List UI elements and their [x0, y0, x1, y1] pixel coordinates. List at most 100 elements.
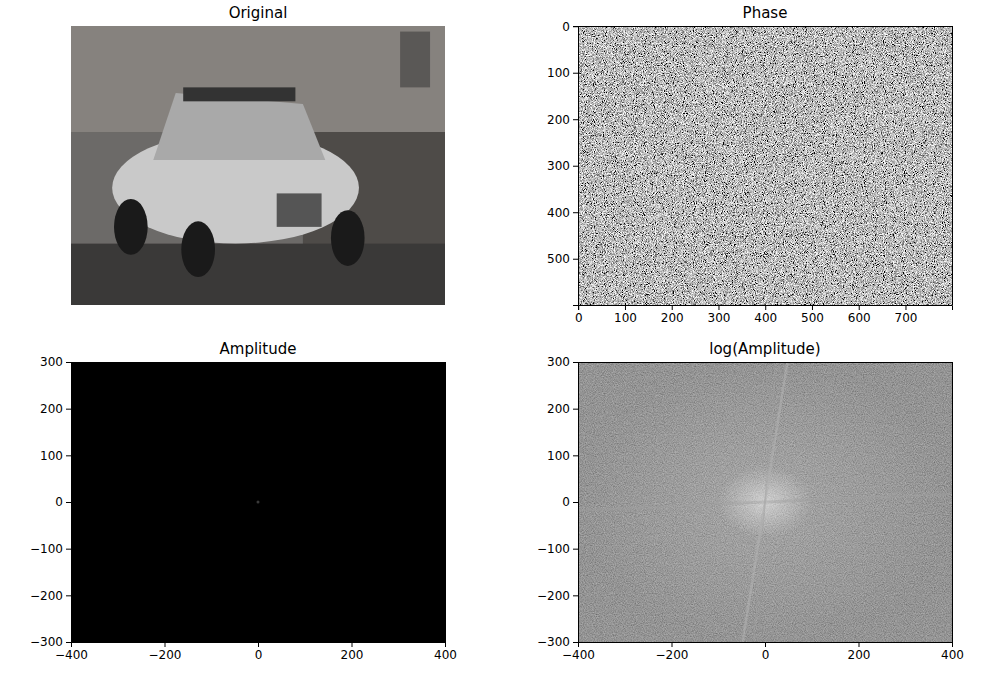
x-tick: 0	[762, 642, 770, 662]
x-tick-label: 400	[434, 648, 457, 662]
frame-top	[578, 362, 952, 363]
x-tick-mark	[859, 642, 860, 647]
y-tick-label: 500	[547, 252, 570, 266]
y-tick: −200	[30, 589, 71, 603]
x-tick-mark	[765, 305, 766, 310]
x-tick: 400	[941, 642, 964, 662]
x-tick: 100	[614, 305, 637, 325]
x-tick-mark	[165, 642, 166, 647]
y-tick-label: −100	[537, 542, 570, 556]
x-tick-label: 600	[848, 311, 871, 325]
frame-top	[71, 362, 445, 363]
y-tick-mark	[573, 502, 578, 503]
x-tick-label: 200	[848, 648, 871, 662]
log-amplitude-streak	[743, 362, 788, 642]
x-tick-mark	[445, 642, 446, 647]
subplot: Amplitude−400−2000200400−300−200−1000100…	[30, 340, 457, 662]
x-tick-label: 0	[575, 311, 583, 325]
x-tick: 200	[848, 642, 871, 662]
frame-right	[952, 362, 953, 642]
y-tick-label: 0	[562, 20, 570, 34]
x-tick-mark	[718, 305, 719, 310]
photo-window	[400, 32, 430, 88]
x-tick-label: 0	[762, 648, 770, 662]
x-tick-mark	[352, 642, 353, 647]
x-tick: 500	[801, 305, 824, 325]
x-tick: 200	[341, 642, 364, 662]
y-axis: 0100200300400500	[547, 20, 578, 306]
y-tick-label: −300	[30, 635, 63, 649]
y-tick: 300	[40, 355, 71, 369]
y-tick-mark	[66, 409, 71, 410]
y-axis-line	[66, 363, 72, 643]
y-tick: 200	[547, 113, 578, 127]
log-amplitude-image	[578, 362, 952, 642]
y-tick-mark	[66, 642, 71, 643]
x-tick-label: −400	[55, 648, 88, 662]
x-tick-mark	[672, 305, 673, 310]
y-tick-mark	[573, 259, 578, 260]
y-tick: 100	[547, 66, 578, 80]
x-tick-label: −200	[149, 648, 182, 662]
y-tick-label: 200	[547, 113, 570, 127]
y-tick: 100	[40, 449, 71, 463]
y-tick-mark	[66, 362, 71, 363]
y-tick: 200	[40, 402, 71, 416]
y-tick-label: 300	[40, 355, 63, 369]
frame-right	[445, 362, 446, 642]
y-tick-mark	[573, 595, 578, 596]
x-tick-label: 300	[708, 311, 731, 325]
y-tick-label: 200	[40, 402, 63, 416]
y-tick: 300	[547, 159, 578, 173]
y-tick-label: 0	[562, 495, 570, 509]
x-tick-mark	[812, 305, 813, 310]
y-tick: 200	[547, 402, 578, 416]
y-tick-label: 100	[547, 449, 570, 463]
y-tick-label: −300	[537, 635, 570, 649]
log-amplitude-streak	[754, 362, 776, 642]
photo-car-wheel	[114, 199, 148, 255]
y-tick-label: −200	[537, 589, 570, 603]
log-amplitude-glow	[578, 362, 952, 642]
y-tick: 0	[55, 495, 71, 509]
subplot-title: Amplitude	[220, 340, 297, 358]
frame-right	[952, 26, 953, 305]
y-tick-mark	[66, 549, 71, 550]
x-tick-mark	[625, 305, 626, 310]
x-tick-mark	[859, 305, 860, 310]
x-tick: 600	[848, 305, 871, 325]
x-tick-label: 500	[801, 311, 824, 325]
x-tick: −200	[149, 642, 182, 662]
y-tick: −300	[537, 635, 578, 649]
y-tick: 0	[562, 495, 578, 509]
x-axis-line	[72, 643, 446, 648]
y-tick-label: 300	[547, 159, 570, 173]
y-tick-label: 300	[547, 355, 570, 369]
image-area	[71, 26, 445, 305]
x-tick-label: 0	[255, 648, 263, 662]
x-tick: 0	[575, 305, 583, 325]
y-tick-mark	[573, 409, 578, 410]
x-axis: −400 −200 0 200 400	[55, 642, 457, 662]
y-tick-mark	[573, 119, 578, 120]
y-axis-line	[573, 363, 579, 643]
photo-car-roof	[153, 93, 325, 160]
y-tick-mark	[573, 549, 578, 550]
y-tick-mark	[66, 455, 71, 456]
subplot: Original	[71, 4, 445, 305]
x-axis-line	[579, 643, 953, 648]
figure: OriginalPhase010020030040050060070001002…	[0, 0, 1004, 680]
x-tick-label: 100	[614, 311, 637, 325]
x-tick-label: 200	[661, 311, 684, 325]
x-tick-label: 200	[341, 648, 364, 662]
y-tick: −300	[30, 635, 71, 649]
x-axis: 0100200300400500600700	[575, 305, 953, 325]
y-tick: −100	[537, 542, 578, 556]
x-tick-mark	[765, 642, 766, 647]
x-tick-mark	[952, 642, 953, 647]
y-axis: −300−200−1000100200300	[30, 355, 71, 649]
y-tick-mark	[66, 595, 71, 596]
subplot-title: Original	[229, 4, 288, 22]
y-tick-mark	[573, 166, 578, 167]
phase-image	[578, 26, 952, 305]
